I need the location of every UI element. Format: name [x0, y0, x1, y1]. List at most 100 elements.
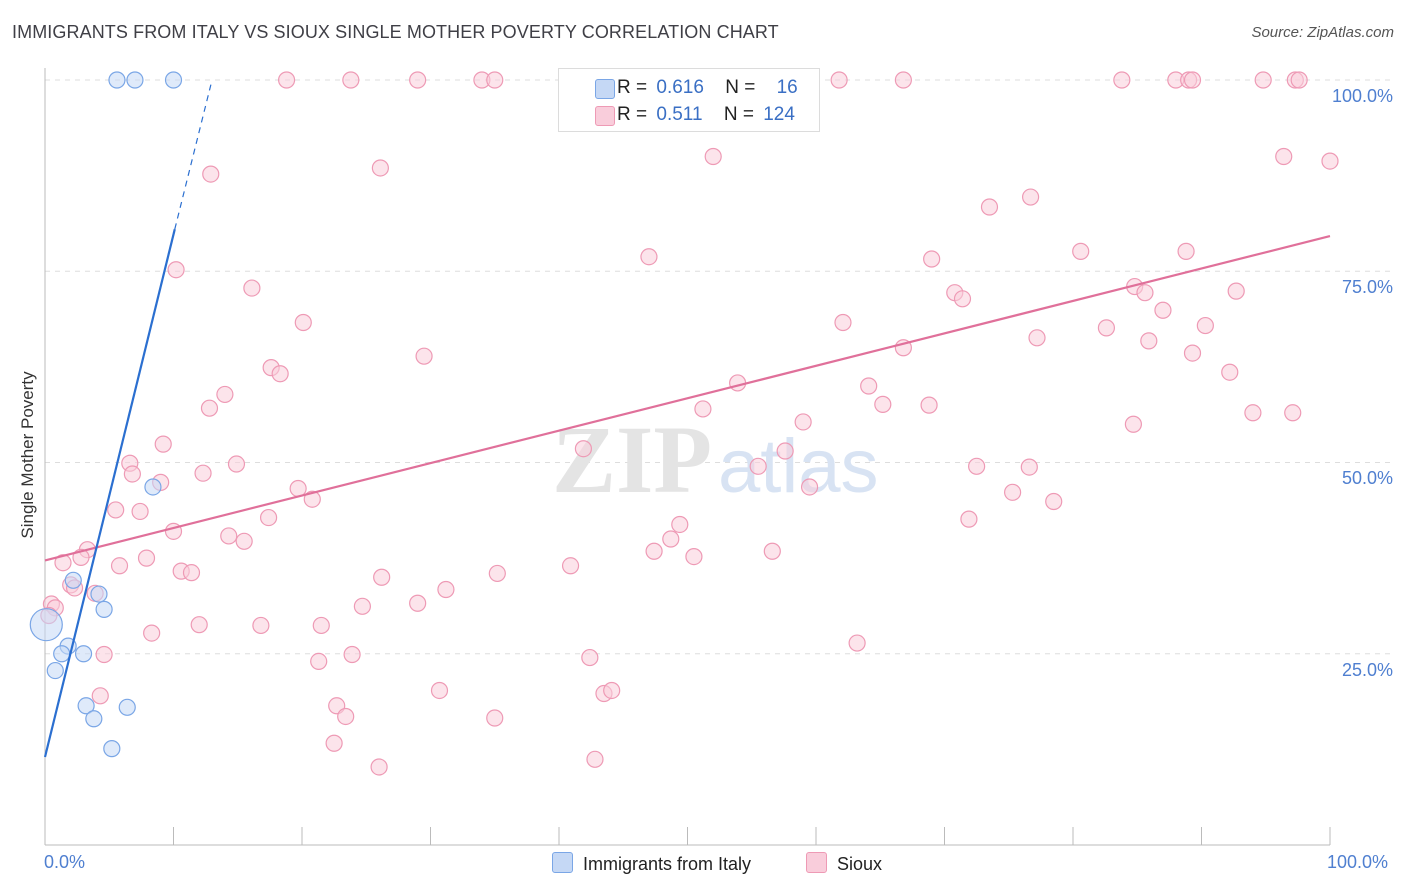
point-sioux	[1244, 404, 1262, 422]
point-sioux	[430, 681, 449, 700]
point-sioux	[1045, 492, 1063, 511]
trend-line-italy-extension	[174, 79, 213, 230]
point-sioux	[488, 564, 506, 583]
point-sioux	[182, 564, 201, 582]
point-sioux	[409, 71, 427, 89]
point-sioux	[1136, 284, 1154, 302]
trend-lines	[43, 79, 1331, 758]
point-sioux	[353, 597, 371, 615]
point-sioux	[271, 365, 289, 383]
legend-swatch-sioux	[595, 106, 615, 126]
bottom-legend-italy: Immigrants from Italy	[552, 852, 751, 875]
bottom-swatch-sioux	[806, 852, 827, 873]
point-italy	[108, 71, 126, 89]
point-sioux	[342, 71, 360, 89]
legend-r-label: R =	[617, 104, 648, 125]
point-sioux	[371, 159, 389, 177]
point-sioux	[645, 542, 663, 560]
point-sioux	[800, 478, 819, 496]
point-sioux	[920, 396, 938, 414]
axes	[44, 68, 1331, 846]
point-sioux	[1072, 242, 1090, 260]
legend-n-italy: 16	[776, 77, 798, 98]
trend-line-italy	[43, 228, 176, 758]
point-sioux	[337, 707, 355, 726]
point-sioux	[1177, 242, 1195, 260]
y-tick-75: 75.0%	[1341, 277, 1393, 297]
legend-n-label: N =	[723, 104, 754, 125]
point-sioux	[312, 616, 330, 635]
point-italy	[103, 740, 121, 758]
legend-n-label: N =	[725, 77, 756, 98]
point-italy	[126, 71, 144, 89]
point-sioux	[894, 71, 912, 89]
point-sioux	[776, 442, 794, 460]
gridlines	[45, 79, 1392, 655]
trend-line-sioux	[44, 234, 1331, 562]
point-sioux	[1221, 363, 1239, 381]
point-sioux	[830, 71, 848, 89]
point-sioux	[373, 568, 391, 586]
legend-swatch-italy	[595, 79, 615, 99]
point-sioux	[980, 198, 999, 216]
point-sioux	[581, 648, 599, 667]
point-sioux	[194, 464, 212, 482]
point-sioux	[277, 71, 296, 89]
point-italy	[164, 71, 183, 89]
point-sioux	[1004, 483, 1022, 501]
point-sioux	[1227, 282, 1245, 300]
x-tick-0: 0.0%	[44, 852, 86, 872]
point-sioux	[259, 508, 278, 527]
point-sioux	[154, 435, 172, 453]
point-sioux	[953, 290, 972, 308]
bottom-legend-italy-label: Immigrants from Italy	[583, 854, 752, 874]
point-sioux	[1028, 329, 1046, 347]
point-sioux	[834, 313, 852, 332]
point-italy	[77, 697, 95, 715]
point-sioux	[370, 758, 388, 776]
point-sioux	[437, 580, 455, 599]
point-sioux	[54, 554, 72, 572]
point-sioux	[243, 279, 261, 297]
point-italy	[85, 710, 103, 728]
chart-title: IMMIGRANTS FROM ITALY VS SIOUX SINGLE MO…	[12, 22, 779, 42]
legend-n-sioux: 124	[763, 104, 795, 125]
legend-r-sioux: 0.511	[656, 104, 703, 125]
point-sioux	[1113, 71, 1131, 89]
point-sioux	[486, 71, 504, 89]
point-sioux	[1275, 147, 1293, 166]
point-sioux	[1183, 71, 1202, 89]
point-sioux	[960, 510, 978, 528]
point-sioux	[343, 645, 361, 664]
point-sioux	[1196, 316, 1214, 335]
source-credit: Source: ZipAtlas.com	[1251, 24, 1394, 41]
point-sioux	[167, 261, 185, 279]
x-tick-100: 100.0%	[1327, 852, 1389, 872]
point-sioux	[968, 457, 986, 475]
legend-r-italy: 0.616	[656, 77, 704, 98]
point-sioux	[1321, 152, 1339, 170]
point-sioux	[123, 465, 141, 483]
point-sioux	[216, 385, 234, 404]
point-sioux	[1124, 415, 1142, 433]
point-sioux	[1020, 458, 1038, 476]
point-sioux	[325, 734, 343, 752]
point-italy	[95, 600, 113, 618]
point-sioux	[107, 501, 125, 519]
point-italy	[53, 645, 71, 663]
bottom-swatch-italy	[552, 852, 573, 873]
watermark-zip: ZIP	[552, 406, 712, 513]
point-italy	[46, 661, 64, 680]
point-sioux	[95, 645, 113, 664]
y-tick-50: 50.0%	[1341, 468, 1393, 488]
correlation-legend: R = 0.616 N = 16 R = 0.511 N = 124	[558, 68, 820, 132]
point-sioux	[1097, 319, 1116, 337]
point-sioux	[137, 549, 156, 567]
point-sioux	[220, 527, 238, 545]
point-italy	[90, 585, 108, 603]
point-sioux	[704, 147, 722, 166]
legend-row-sioux: R = 0.511 N = 124	[595, 104, 795, 126]
point-sioux	[91, 687, 109, 705]
point-sioux	[662, 530, 680, 548]
